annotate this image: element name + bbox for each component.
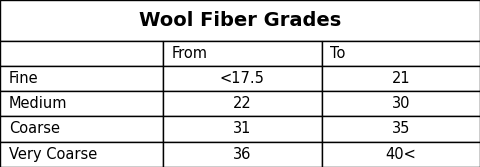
Text: From: From xyxy=(172,46,208,61)
Text: Medium: Medium xyxy=(9,96,67,111)
Bar xyxy=(322,116,480,142)
Bar xyxy=(163,116,322,142)
Text: 22: 22 xyxy=(233,96,252,111)
Bar xyxy=(163,66,322,91)
Text: Coarse: Coarse xyxy=(9,121,60,136)
Text: 36: 36 xyxy=(233,147,252,162)
Bar xyxy=(322,41,480,66)
Bar xyxy=(163,142,322,167)
Text: <17.5: <17.5 xyxy=(220,71,265,86)
Bar xyxy=(0,0,480,41)
Bar xyxy=(322,91,480,116)
Text: Fine: Fine xyxy=(9,71,38,86)
Text: 40<: 40< xyxy=(385,147,416,162)
Bar xyxy=(322,142,480,167)
Text: 31: 31 xyxy=(233,121,252,136)
Bar xyxy=(0,41,163,66)
Bar xyxy=(0,142,163,167)
Text: Very Coarse: Very Coarse xyxy=(9,147,97,162)
Text: Wool Fiber Grades: Wool Fiber Grades xyxy=(139,11,341,30)
Text: 21: 21 xyxy=(392,71,410,86)
Bar xyxy=(0,116,163,142)
Bar xyxy=(163,41,322,66)
Bar xyxy=(0,91,163,116)
Text: To: To xyxy=(330,46,346,61)
Text: 35: 35 xyxy=(392,121,410,136)
Bar xyxy=(322,66,480,91)
Text: 30: 30 xyxy=(392,96,410,111)
Bar xyxy=(163,91,322,116)
Bar xyxy=(0,66,163,91)
